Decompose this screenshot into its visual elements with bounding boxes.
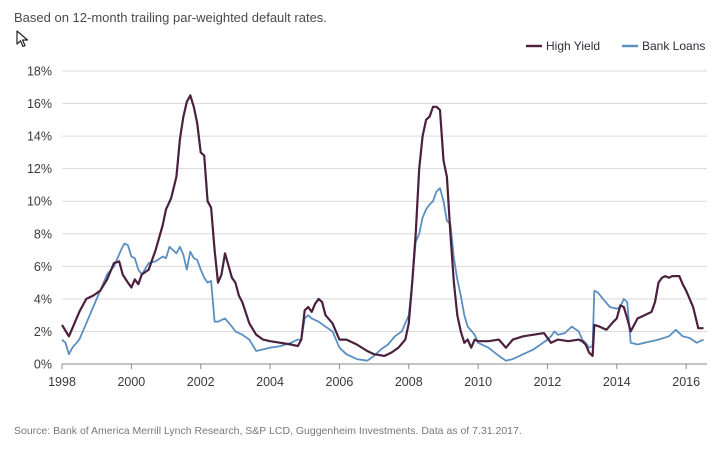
gridlines — [62, 70, 707, 365]
series-line-high-yield — [61, 94, 704, 357]
y-tick-label: 14% — [27, 130, 52, 144]
legend-label-bank-loans: Bank Loans — [642, 39, 705, 53]
chart-subtitle: Based on 12-month trailing par-weighted … — [14, 10, 327, 25]
x-tick-label: 2002 — [187, 375, 215, 389]
x-tick-label: 2012 — [534, 375, 562, 389]
x-axis-ticks: 1998 2000 2002 2004 2006 2008 2010 2012 2014 2016 — [48, 364, 700, 389]
source-note: Source: Bank of America Merrill Lynch Re… — [14, 425, 522, 437]
x-tick-label: 2014 — [603, 375, 631, 389]
y-tick-label: 10% — [27, 195, 52, 209]
x-tick-label: 2008 — [395, 375, 423, 389]
default-rate-chart: 0% 2% 4% 6% 8% 10% 12% 14% 16% 18% 1998 2000 2002 20… — [27, 39, 707, 389]
y-tick-label: 8% — [34, 227, 52, 241]
y-tick-label: 0% — [34, 358, 52, 372]
y-axis-ticks: 0% 2% 4% 6% 8% 10% 12% 14% 16% 18% — [27, 65, 52, 372]
y-tick-label: 18% — [27, 65, 52, 79]
x-tick-label: 2000 — [117, 375, 145, 389]
x-tick-label: 2010 — [464, 375, 492, 389]
x-tick-label: 2016 — [672, 375, 700, 389]
legend: High Yield Bank Loans — [526, 39, 705, 53]
legend-label-high-yield: High Yield — [546, 39, 600, 53]
y-tick-label: 2% — [34, 325, 52, 339]
x-tick-label: 1998 — [48, 375, 76, 389]
series-line-bank-loans — [61, 187, 704, 362]
x-tick-label: 2004 — [256, 375, 284, 389]
mouse-pointer-icon — [16, 30, 29, 48]
y-tick-label: 16% — [27, 97, 52, 111]
y-tick-label: 4% — [34, 292, 52, 306]
series-lines — [61, 94, 704, 362]
y-tick-label: 12% — [27, 162, 52, 176]
y-tick-label: 6% — [34, 260, 52, 274]
x-tick-label: 2006 — [326, 375, 354, 389]
